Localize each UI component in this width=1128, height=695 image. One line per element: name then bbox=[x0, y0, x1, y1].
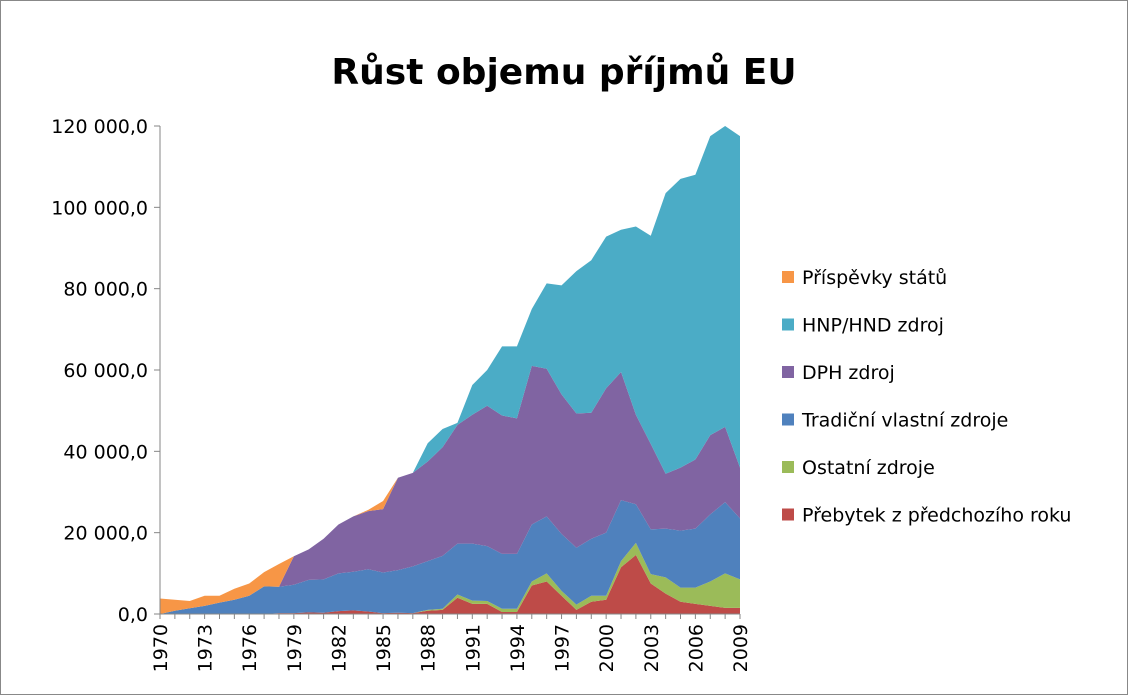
area bbox=[160, 500, 740, 614]
y-tick-label: 120 000,0 bbox=[51, 116, 148, 138]
x-tick-label: 2006 bbox=[685, 624, 707, 672]
x-tick-label: 1988 bbox=[418, 624, 440, 672]
x-tick-label: 1994 bbox=[507, 624, 529, 672]
y-tick-label: 40 000,0 bbox=[63, 441, 148, 463]
x-tick-label: 1985 bbox=[373, 624, 395, 672]
x-tick-label: 1997 bbox=[552, 624, 574, 672]
x-tick-label: 1970 bbox=[150, 624, 172, 672]
x-tick-label: 2003 bbox=[641, 624, 663, 672]
area bbox=[160, 126, 740, 614]
legend-swatch bbox=[782, 366, 794, 378]
legend-swatch bbox=[782, 413, 794, 426]
y-tick-label: 100 000,0 bbox=[51, 197, 148, 219]
area bbox=[160, 555, 740, 614]
legend-label: HNP/HND zdroj bbox=[802, 315, 944, 337]
x-tick-label: 1973 bbox=[195, 624, 217, 672]
legend-swatch bbox=[782, 271, 794, 283]
legend-label: DPH zdroj bbox=[802, 362, 895, 384]
legend-swatch bbox=[782, 508, 794, 521]
legend-label: Přebytek z předchozího roku bbox=[802, 505, 1071, 527]
legend-label: Tradiční vlastní zdroje bbox=[801, 410, 1008, 432]
legend-label: Ostatní zdroje bbox=[802, 457, 935, 479]
y-tick-label: 80 000,0 bbox=[63, 279, 148, 301]
chart-title: Růst objemu příjmů EU bbox=[331, 52, 796, 93]
x-tick-label: 1991 bbox=[462, 624, 484, 672]
x-tick-label: 2000 bbox=[596, 624, 618, 672]
x-tick-label: 1982 bbox=[328, 624, 350, 672]
y-tick-label: 0,0 bbox=[118, 604, 148, 626]
legend-swatch bbox=[782, 318, 794, 331]
y-tick-label: 60 000,0 bbox=[63, 360, 148, 382]
area bbox=[160, 365, 740, 614]
area bbox=[160, 542, 740, 614]
x-tick-label: 2009 bbox=[730, 624, 752, 672]
x-tick-label: 1979 bbox=[284, 624, 306, 672]
legend-swatch bbox=[782, 461, 794, 473]
legend-label: Příspěvky států bbox=[802, 267, 947, 289]
y-tick-label: 20 000,0 bbox=[63, 523, 148, 545]
x-tick-label: 1976 bbox=[239, 624, 261, 672]
